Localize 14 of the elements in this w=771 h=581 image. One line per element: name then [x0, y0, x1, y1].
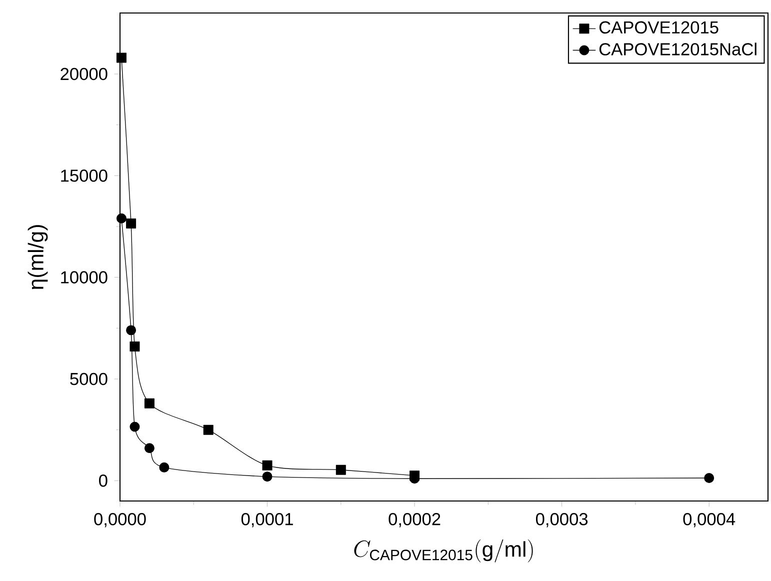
legend-label: CAPOVE12015NaCl — [599, 42, 756, 56]
x-tick-label: 0,0002 — [388, 512, 440, 528]
y-axis-title: η(ml/g) — [28, 225, 48, 290]
legend-label: CAPOVE12015 — [599, 21, 718, 34]
x-tick-label: 0,0000 — [94, 512, 146, 528]
x-axis-title: $C_{\mathrm{CAPOVE12015}}(\mathrm{g/ml})$ — [354, 539, 533, 562]
x-tick-label: 0,0001 — [241, 512, 293, 528]
y-tick-label: 15000 — [61, 170, 108, 182]
y-tick-label: 20000 — [60, 68, 108, 80]
y-tick-label: 10000 — [61, 271, 108, 284]
y-tick-label: 0 — [99, 474, 108, 487]
y-tick-label: 5000 — [70, 372, 108, 386]
x-tick-label: 0,0003 — [536, 512, 588, 528]
x-tick-label: 0,0004 — [683, 512, 736, 528]
